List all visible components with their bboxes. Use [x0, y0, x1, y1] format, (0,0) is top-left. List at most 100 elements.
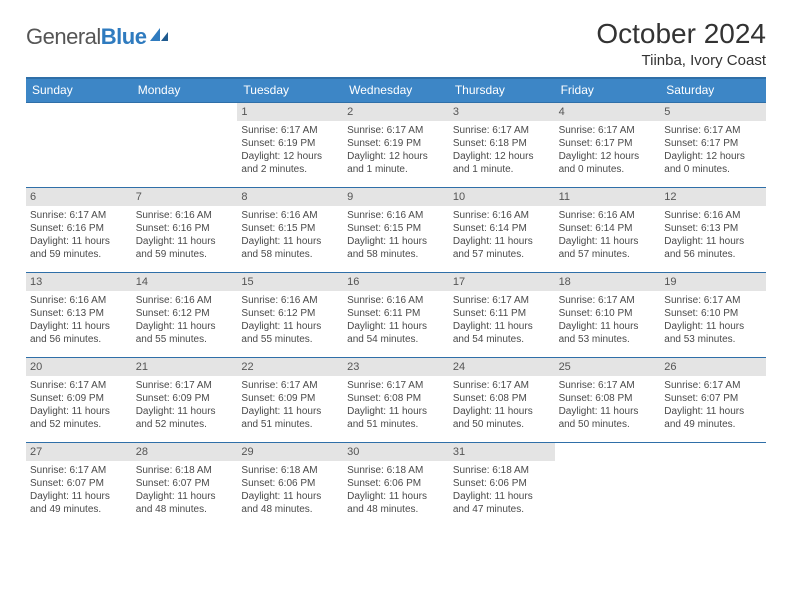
daylight-text: Daylight: 12 hours and 0 minutes. — [559, 150, 657, 176]
brand-word-1: General — [26, 24, 101, 49]
sunset-text: Sunset: 6:15 PM — [241, 222, 339, 235]
calendar-grid: SundayMondayTuesdayWednesdayThursdayFrid… — [26, 77, 766, 527]
sunset-text: Sunset: 6:07 PM — [664, 392, 762, 405]
day-cell: 31Sunrise: 6:18 AMSunset: 6:06 PMDayligh… — [449, 443, 555, 527]
daylight-text: Daylight: 12 hours and 1 minute. — [347, 150, 445, 176]
daylight-text: Daylight: 11 hours and 57 minutes. — [559, 235, 657, 261]
sunrise-text: Sunrise: 6:17 AM — [136, 379, 234, 392]
day-cell: 1Sunrise: 6:17 AMSunset: 6:19 PMDaylight… — [237, 103, 343, 187]
daylight-text: Daylight: 11 hours and 51 minutes. — [347, 405, 445, 431]
sunset-text: Sunset: 6:15 PM — [347, 222, 445, 235]
daylight-text: Daylight: 11 hours and 48 minutes. — [136, 490, 234, 516]
day-number: 19 — [660, 273, 766, 291]
day-cell: 5Sunrise: 6:17 AMSunset: 6:17 PMDaylight… — [660, 103, 766, 187]
day-number: 8 — [237, 188, 343, 206]
day-header: Wednesday — [343, 79, 449, 102]
day-number: 10 — [449, 188, 555, 206]
day-header: Tuesday — [237, 79, 343, 102]
daylight-text: Daylight: 11 hours and 59 minutes. — [30, 235, 128, 261]
day-cell: 18Sunrise: 6:17 AMSunset: 6:10 PMDayligh… — [555, 273, 661, 357]
sunset-text: Sunset: 6:14 PM — [559, 222, 657, 235]
sunrise-text: Sunrise: 6:17 AM — [453, 124, 551, 137]
sunset-text: Sunset: 6:09 PM — [30, 392, 128, 405]
weeks-container: ..1Sunrise: 6:17 AMSunset: 6:19 PMDaylig… — [26, 102, 766, 527]
empty-cell: . — [555, 443, 661, 527]
daylight-text: Daylight: 11 hours and 54 minutes. — [347, 320, 445, 346]
sunset-text: Sunset: 6:16 PM — [136, 222, 234, 235]
sunrise-text: Sunrise: 6:17 AM — [30, 379, 128, 392]
day-cell: 20Sunrise: 6:17 AMSunset: 6:09 PMDayligh… — [26, 358, 132, 442]
day-cell: 27Sunrise: 6:17 AMSunset: 6:07 PMDayligh… — [26, 443, 132, 527]
day-header: Saturday — [660, 79, 766, 102]
daylight-text: Daylight: 11 hours and 55 minutes. — [136, 320, 234, 346]
sunset-text: Sunset: 6:11 PM — [453, 307, 551, 320]
sunrise-text: Sunrise: 6:16 AM — [136, 209, 234, 222]
sunrise-text: Sunrise: 6:16 AM — [559, 209, 657, 222]
daylight-text: Daylight: 12 hours and 0 minutes. — [664, 150, 762, 176]
sunrise-text: Sunrise: 6:17 AM — [453, 294, 551, 307]
sunset-text: Sunset: 6:10 PM — [559, 307, 657, 320]
day-cell: 12Sunrise: 6:16 AMSunset: 6:13 PMDayligh… — [660, 188, 766, 272]
location-label: Tiinba, Ivory Coast — [596, 52, 766, 69]
month-title: October 2024 — [596, 18, 766, 50]
daylight-text: Daylight: 11 hours and 49 minutes. — [664, 405, 762, 431]
sunrise-text: Sunrise: 6:17 AM — [30, 464, 128, 477]
day-header: Friday — [555, 79, 661, 102]
daylight-text: Daylight: 11 hours and 48 minutes. — [347, 490, 445, 516]
sunset-text: Sunset: 6:12 PM — [241, 307, 339, 320]
sunset-text: Sunset: 6:17 PM — [559, 137, 657, 150]
day-number: 11 — [555, 188, 661, 206]
title-block: October 2024 Tiinba, Ivory Coast — [596, 18, 766, 69]
daylight-text: Daylight: 11 hours and 58 minutes. — [241, 235, 339, 261]
sunrise-text: Sunrise: 6:17 AM — [664, 379, 762, 392]
day-number: 9 — [343, 188, 449, 206]
day-number: 30 — [343, 443, 449, 461]
empty-cell: . — [132, 103, 238, 187]
day-cell: 21Sunrise: 6:17 AMSunset: 6:09 PMDayligh… — [132, 358, 238, 442]
day-header: Sunday — [26, 79, 132, 102]
day-number: 16 — [343, 273, 449, 291]
day-cell: 10 Sunrise: 6:16 AMSunset: 6:14 PMDayligh… — [449, 188, 555, 272]
sunset-text: Sunset: 6:13 PM — [30, 307, 128, 320]
empty-cell: . — [26, 103, 132, 187]
sunrise-text: Sunrise: 6:17 AM — [664, 124, 762, 137]
sunset-text: Sunset: 6:06 PM — [241, 477, 339, 490]
sunrise-text: Sunrise: 6:16 AM — [30, 294, 128, 307]
day-cell: 26Sunrise: 6:17 AMSunset: 6:07 PMDayligh… — [660, 358, 766, 442]
day-number: 5 — [660, 103, 766, 121]
sunrise-text: Sunrise: 6:17 AM — [30, 209, 128, 222]
day-cell: 28Sunrise: 6:18 AMSunset: 6:07 PMDayligh… — [132, 443, 238, 527]
daylight-text: Daylight: 11 hours and 53 minutes. — [559, 320, 657, 346]
daylight-text: Daylight: 11 hours and 56 minutes. — [664, 235, 762, 261]
sunrise-text: Sunrise: 6:16 AM — [241, 209, 339, 222]
day-number: 6 — [26, 188, 132, 206]
day-number: 14 — [132, 273, 238, 291]
week-row: ..1Sunrise: 6:17 AMSunset: 6:19 PMDaylig… — [26, 102, 766, 187]
day-cell: 22Sunrise: 6:17 AMSunset: 6:09 PMDayligh… — [237, 358, 343, 442]
day-cell: 19Sunrise: 6:17 AMSunset: 6:10 PMDayligh… — [660, 273, 766, 357]
day-cell: 30Sunrise: 6:18 AMSunset: 6:06 PMDayligh… — [343, 443, 449, 527]
daylight-text: Daylight: 11 hours and 54 minutes. — [453, 320, 551, 346]
sunrise-text: Sunrise: 6:16 AM — [453, 209, 551, 222]
daylight-text: Daylight: 11 hours and 57 minutes. — [453, 235, 551, 261]
day-cell: 15Sunrise: 6:16 AMSunset: 6:12 PMDayligh… — [237, 273, 343, 357]
day-number: 13 — [26, 273, 132, 291]
sunset-text: Sunset: 6:19 PM — [347, 137, 445, 150]
sunrise-text: Sunrise: 6:17 AM — [241, 379, 339, 392]
daylight-text: Daylight: 11 hours and 50 minutes. — [453, 405, 551, 431]
daylight-text: Daylight: 11 hours and 53 minutes. — [664, 320, 762, 346]
day-number: 18 — [555, 273, 661, 291]
sunset-text: Sunset: 6:12 PM — [136, 307, 234, 320]
daylight-text: Daylight: 11 hours and 58 minutes. — [347, 235, 445, 261]
day-cell: 13Sunrise: 6:16 AMSunset: 6:13 PMDayligh… — [26, 273, 132, 357]
sunrise-text: Sunrise: 6:18 AM — [453, 464, 551, 477]
sunset-text: Sunset: 6:14 PM — [453, 222, 551, 235]
day-cell: 17Sunrise: 6:17 AMSunset: 6:11 PMDayligh… — [449, 273, 555, 357]
sunrise-text: Sunrise: 6:17 AM — [453, 379, 551, 392]
day-cell: 23Sunrise: 6:17 AMSunset: 6:08 PMDayligh… — [343, 358, 449, 442]
sunrise-text: Sunrise: 6:17 AM — [347, 124, 445, 137]
day-number: 23 — [343, 358, 449, 376]
brand-name: GeneralBlue — [26, 24, 146, 50]
calendar-page: GeneralBlue October 2024 Tiinba, Ivory C… — [0, 0, 792, 537]
day-cell: 16Sunrise: 6:16 AMSunset: 6:11 PMDayligh… — [343, 273, 449, 357]
